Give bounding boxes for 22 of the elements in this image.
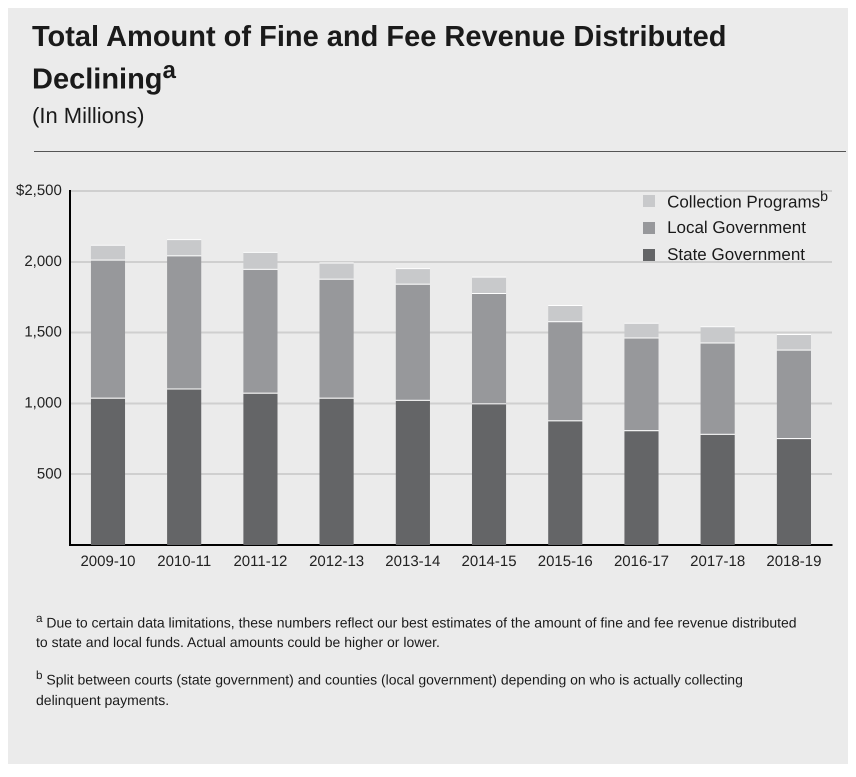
y-tick-label: 1,500	[24, 323, 62, 340]
x-tick-label: 2014-15	[462, 552, 517, 570]
x-tick-label: 2010-11	[157, 552, 212, 570]
text: $^{a}$ Due to certain data limitations, these numbers reflect our best estimates of the amount of fine and fee revenue distributed to state and local funds. Actual amounts could be higher or lower.	[36, 610, 798, 652]
x-tick-label: 2009-10	[80, 552, 136, 570]
chart-subtitle: (In Millions)	[32, 102, 146, 129]
x-tick-label: 2017-18	[690, 552, 746, 570]
y-tick-label: 2,000	[24, 252, 62, 270]
chart-title: Total Amount of Fine and Fee Revenue Distributed Declining$^{a}$	[32, 20, 728, 97]
legend-label: Collection Programs$^{b}$	[667, 189, 828, 213]
x-tick-label: 2015-16	[538, 552, 593, 570]
legend-label: State Government	[667, 245, 806, 266]
x-tick-label: 2016-17	[614, 552, 669, 570]
y-tick-label: $2,500	[16, 182, 62, 199]
y-tick-label: 1,000	[24, 394, 62, 412]
text: $^{b}$ Split between courts (state government) and counties (local government) depending on who is actually collecting delinquent payments.	[36, 668, 744, 710]
x-tick-label: 2018-19	[766, 552, 822, 570]
x-tick-label: 2012-13	[309, 552, 364, 570]
legend-label: Local Government	[667, 218, 806, 238]
y-tick-label: 500	[36, 464, 62, 482]
x-tick-label: 2013-14	[385, 552, 440, 570]
x-tick-label: 2011-12	[233, 552, 288, 570]
